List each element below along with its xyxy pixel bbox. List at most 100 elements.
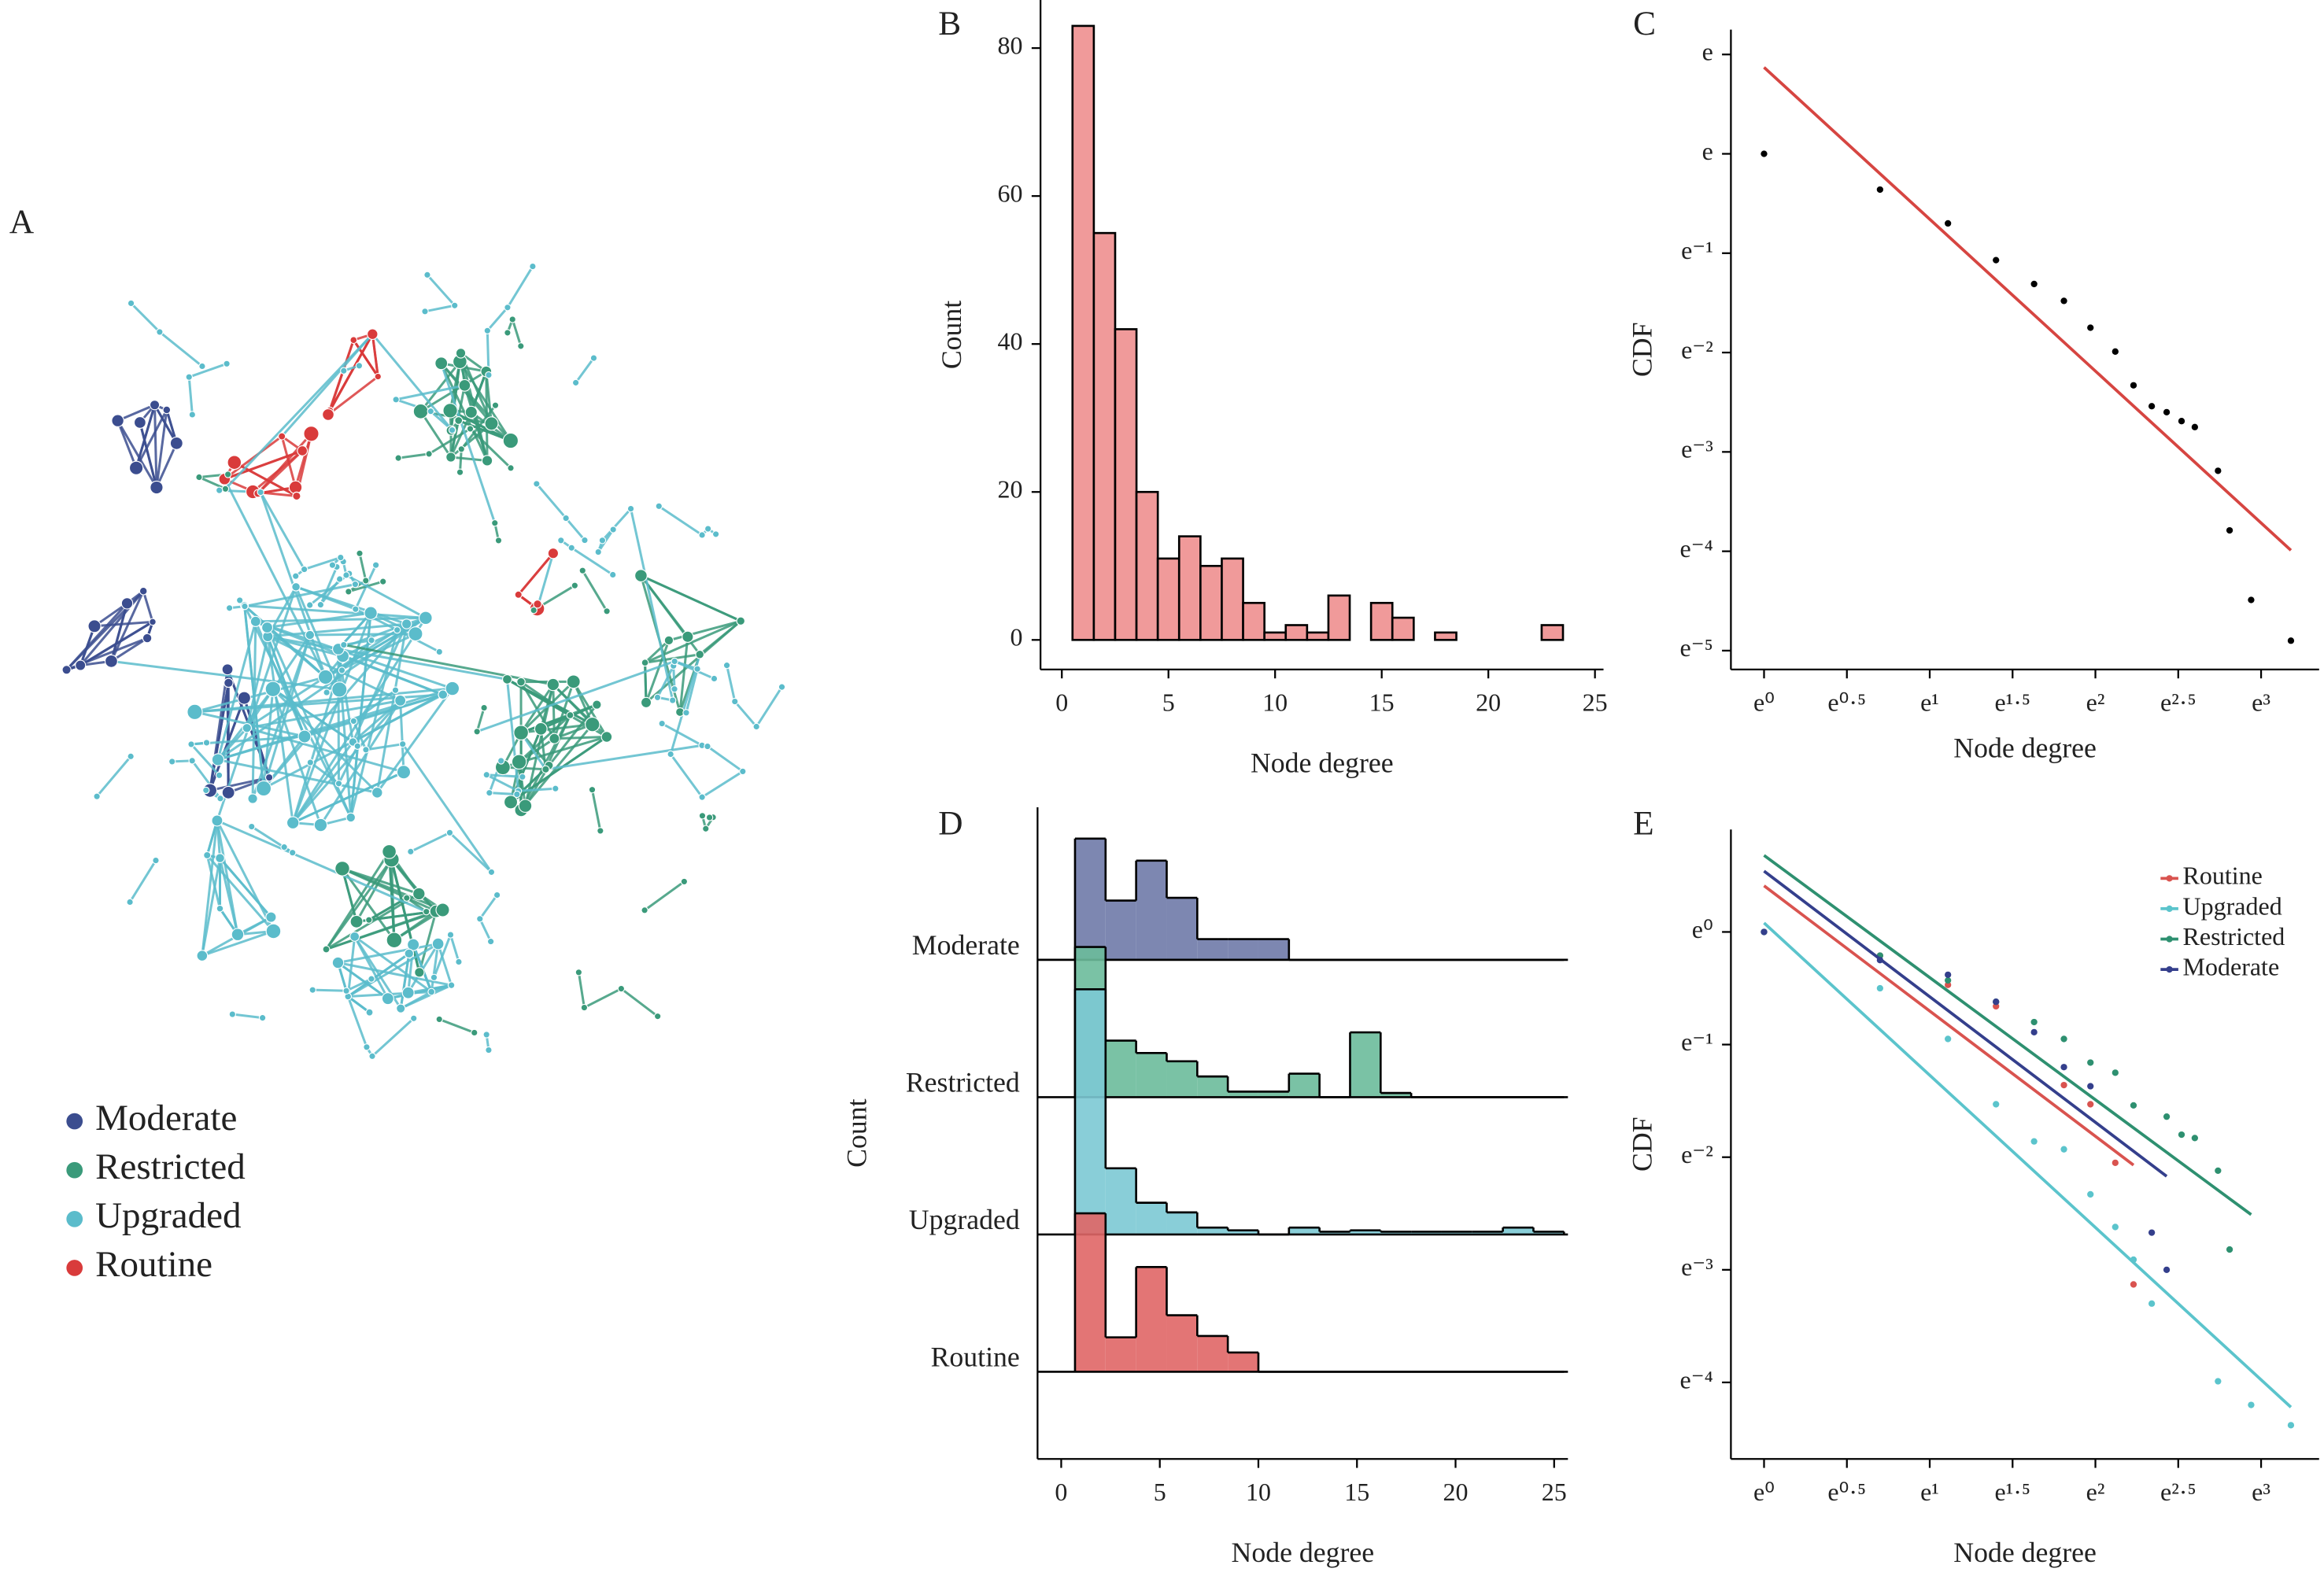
network-node — [516, 677, 526, 687]
network-node — [126, 898, 134, 906]
point — [2148, 1229, 2156, 1236]
network-node — [257, 488, 264, 496]
network-node — [223, 360, 231, 368]
network-node — [188, 411, 197, 419]
network-node — [289, 848, 297, 857]
network-edge — [217, 758, 378, 794]
network-node — [519, 773, 527, 781]
ridge-bar — [1319, 1231, 1350, 1235]
network-node — [345, 812, 357, 823]
network-edge — [142, 590, 154, 622]
network-node — [698, 812, 707, 820]
point — [2130, 382, 2137, 389]
network-node — [316, 600, 325, 609]
network-node — [349, 931, 360, 942]
network-node — [221, 663, 234, 676]
x-tick-label: 25 — [1542, 1478, 1567, 1506]
point — [2148, 1300, 2156, 1307]
network-node — [133, 415, 146, 429]
point — [1876, 186, 1884, 194]
network-node — [698, 793, 706, 801]
legend-marker — [66, 1113, 83, 1130]
bar — [1369, 601, 1394, 641]
network-node — [196, 950, 209, 962]
y-tick-label: 0 — [1011, 623, 1023, 651]
network-node — [355, 362, 364, 370]
point — [2163, 1266, 2171, 1273]
network-node — [328, 561, 337, 569]
x-axis-title: Node degree — [1251, 747, 1394, 778]
point — [1876, 957, 1884, 964]
network-edge — [338, 943, 438, 965]
network-edge — [135, 404, 156, 469]
x-tick-label: 5 — [1162, 688, 1175, 716]
y-tick-label: e⁻¹ — [1681, 236, 1713, 264]
network-node — [338, 666, 346, 674]
network-node — [682, 630, 694, 643]
network-node — [466, 425, 475, 433]
network-node — [562, 514, 570, 522]
network-edge — [554, 735, 607, 740]
network-node — [242, 723, 252, 733]
network-node — [704, 525, 712, 533]
network-node — [75, 659, 87, 671]
network-edge — [476, 660, 675, 733]
ridge-bar — [1502, 1227, 1534, 1235]
network-edge — [355, 858, 393, 923]
network-node — [202, 739, 211, 747]
network-node — [578, 567, 586, 574]
network-node — [454, 416, 464, 425]
legend-label: Routine — [95, 1244, 212, 1285]
network-node — [442, 403, 458, 419]
network-node — [231, 928, 245, 942]
ridge-bar — [1105, 1337, 1136, 1372]
point — [2060, 1035, 2067, 1043]
network-edge — [536, 552, 555, 609]
panel-label: C — [1633, 5, 1656, 42]
network-edge — [216, 820, 275, 932]
x-tick-label: e²·⁵ — [2160, 688, 2197, 716]
network-edge — [266, 636, 294, 823]
network-node — [150, 480, 164, 495]
network-node — [323, 688, 331, 696]
network-edge — [345, 977, 372, 992]
network-node — [221, 785, 235, 799]
network-edge — [518, 787, 556, 792]
network-node — [111, 414, 124, 427]
network-edge — [343, 644, 554, 686]
network-edge — [232, 1013, 263, 1020]
network-node — [305, 601, 314, 609]
network-node — [514, 590, 523, 599]
network-edge — [535, 482, 567, 519]
y-tick-label: e⁻³ — [1681, 1253, 1713, 1281]
network-edge — [201, 858, 221, 956]
x-tick-label: 15 — [1369, 688, 1395, 716]
ridge-bar — [1441, 1231, 1472, 1235]
network-edge — [116, 420, 138, 469]
network-node — [534, 722, 548, 736]
network-edge — [581, 570, 608, 612]
network-edge — [328, 339, 355, 412]
network-node — [335, 575, 344, 583]
network-node — [305, 629, 316, 640]
network-node — [195, 473, 203, 482]
network-edge — [158, 330, 203, 367]
network-edge — [244, 604, 426, 619]
point — [2060, 1081, 2067, 1089]
network-edge — [353, 936, 390, 999]
network-edge — [94, 620, 153, 628]
legend-marker — [66, 1161, 83, 1179]
network-node — [322, 408, 334, 421]
network-node — [404, 948, 415, 959]
network-node — [617, 984, 626, 993]
point — [1761, 928, 1768, 936]
network-node — [456, 468, 464, 476]
network-edge — [630, 508, 674, 701]
legend-label: Upgraded — [95, 1195, 242, 1236]
network-node — [342, 987, 350, 995]
network-edge — [291, 617, 427, 824]
network-edge — [243, 605, 265, 789]
network-edge — [396, 629, 440, 653]
network-node — [552, 784, 560, 792]
